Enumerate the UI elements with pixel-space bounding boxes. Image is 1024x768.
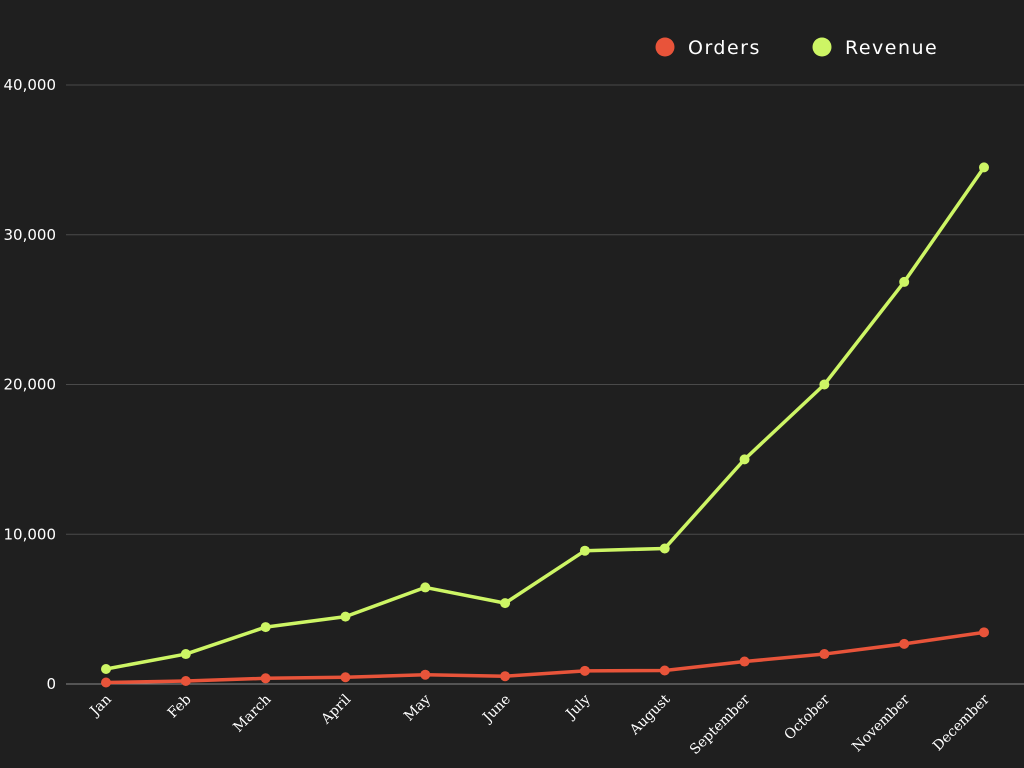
y-tick-label: 0 [46, 675, 56, 693]
x-tick-label: May [401, 691, 434, 724]
data-point-orders [819, 649, 830, 660]
data-point-orders [340, 672, 351, 683]
data-point-orders [420, 669, 431, 680]
data-point-revenue [260, 622, 271, 633]
legend-marker [812, 37, 832, 57]
x-tick-label: August [626, 691, 674, 739]
data-point-revenue [979, 162, 989, 173]
data-point-revenue [101, 664, 111, 675]
y-tick-label: 20,000 [4, 376, 57, 394]
x-axis-ticks: Jan Feb March April May June July August Septemb… [86, 691, 993, 758]
y-tick-label: 40,000 [4, 76, 57, 94]
gridlines [66, 84, 1024, 685]
data-point-orders [579, 665, 590, 676]
x-tick-label: November [849, 691, 913, 755]
series-lines [101, 162, 989, 688]
legend-label: Orders [688, 37, 761, 59]
series-line-orders [104, 630, 986, 685]
data-point-orders [500, 671, 511, 682]
legend-item-revenue: Revenue [812, 37, 938, 59]
x-tick-label: April [318, 691, 355, 728]
data-point-revenue [579, 545, 590, 556]
data-point-revenue [420, 582, 431, 593]
data-point-orders [260, 673, 271, 684]
legend-item-orders: Orders [655, 37, 761, 59]
data-point-orders [979, 627, 989, 638]
x-tick-label: March [230, 692, 274, 736]
data-point-orders [899, 638, 910, 649]
data-point-revenue [659, 543, 670, 554]
legend-marker [655, 37, 675, 57]
series-line-revenue [104, 165, 986, 671]
x-tick-label: Jan [86, 692, 115, 721]
data-point-orders [180, 676, 191, 687]
data-point-revenue [899, 276, 910, 287]
y-tick-label: 30,000 [4, 226, 57, 244]
legend: Orders Revenue [655, 37, 938, 59]
x-tick-label: October [781, 691, 833, 743]
y-axis-ticks: 0 10,000 20,000 30,000 40,000 [4, 76, 57, 693]
legend-label: Revenue [845, 37, 938, 59]
data-point-orders [659, 665, 670, 676]
x-tick-label: July [562, 691, 594, 723]
x-tick-label: Feb [165, 691, 195, 721]
x-tick-label: December [930, 691, 993, 754]
x-tick-label: June [479, 692, 514, 727]
data-point-revenue [180, 649, 191, 660]
y-tick-label: 10,000 [4, 525, 57, 543]
data-point-revenue [500, 598, 511, 609]
series-orders [101, 627, 989, 688]
series-revenue [101, 162, 989, 675]
data-point-revenue [819, 379, 830, 390]
data-point-orders [101, 677, 111, 688]
x-tick-label: September [687, 691, 754, 758]
data-point-orders [739, 656, 750, 667]
data-point-revenue [340, 611, 351, 622]
data-point-revenue [739, 454, 750, 465]
